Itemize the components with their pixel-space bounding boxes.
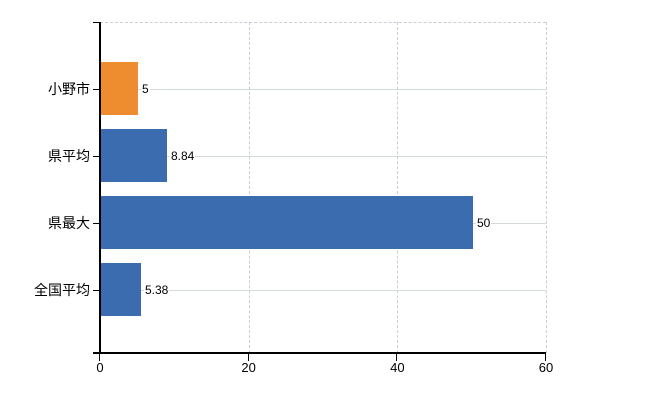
value-label: 5.38 [144,281,170,298]
value-gridline [397,22,399,353]
x-axis-line [93,352,546,354]
x-tick-label: 60 [538,360,554,375]
x-tick-label: 0 [96,360,104,375]
x-axis-tick [248,354,249,361]
value-gridline [546,22,547,353]
x-axis-tick [545,354,546,361]
category-gridline [100,88,546,90]
bar-0 [101,62,138,115]
category-label: 全国平均 [34,281,90,298]
x-axis-tick [396,354,397,361]
y-axis-end-tick [93,22,100,23]
value-label: 5 [141,80,150,97]
bar-1 [101,129,167,182]
x-tick-label: 20 [241,360,256,375]
value-label: 50 [476,214,492,231]
category-label: 県平均 [48,147,90,164]
category-gridline [100,155,546,157]
category-tick [93,88,100,90]
value-gridline [248,22,250,353]
y-axis-line [99,22,101,353]
plot-top-border [100,22,546,23]
bar-3 [101,263,141,316]
value-label: 8.84 [170,147,196,164]
bar-2 [101,196,473,249]
x-tick-label: 40 [390,360,405,375]
category-tick [93,155,100,157]
category-tick [93,222,100,224]
x-axis-tick [99,354,100,361]
category-label: 小野市 [48,80,90,97]
category-gridline [100,289,546,291]
category-tick [93,289,100,291]
category-label: 県最大 [48,214,90,231]
